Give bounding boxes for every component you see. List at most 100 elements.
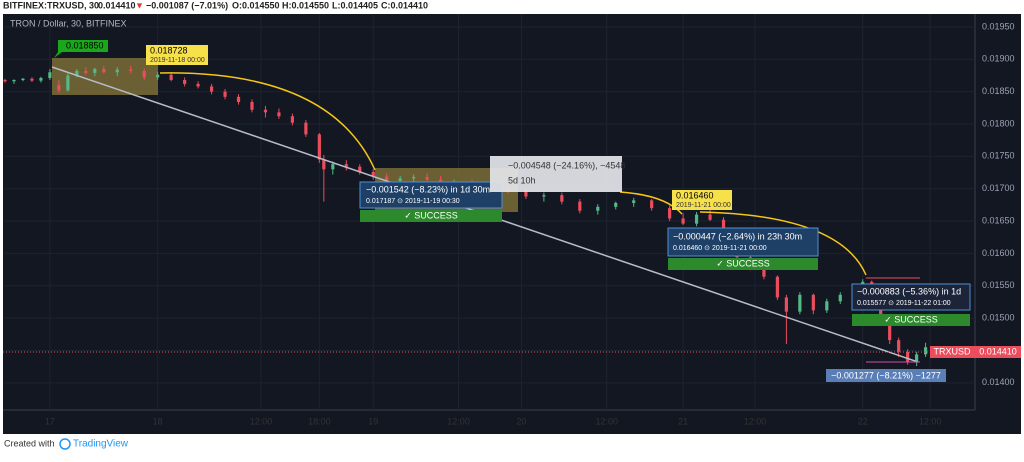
candle-body	[371, 171, 375, 177]
candle-body	[798, 294, 802, 312]
x-tick-label: 12:00	[250, 416, 273, 426]
header: BITFINEX:TRXUSD, 30 0.014410 ▼ −0.001087…	[3, 0, 428, 10]
candle-body	[317, 134, 321, 160]
candle-body	[668, 208, 672, 219]
y-tick-label: 0.01500	[982, 312, 1015, 322]
x-tick-label: 19	[368, 416, 378, 426]
price-tag	[975, 346, 1021, 358]
candle-body	[596, 206, 600, 211]
candle-body	[412, 177, 416, 179]
candle-body	[183, 80, 187, 84]
candle-body	[542, 195, 546, 197]
candle-body	[784, 297, 788, 312]
candle-body	[102, 69, 106, 73]
candle-body	[142, 70, 146, 78]
candle-body	[524, 191, 528, 197]
candle-body	[30, 78, 34, 81]
candle-body	[578, 201, 582, 211]
candle-body	[290, 116, 295, 123]
candle-body	[897, 340, 901, 352]
y-tick-label: 0.01700	[982, 183, 1015, 193]
x-tick-label: 20	[516, 416, 526, 426]
candle-body	[263, 109, 268, 113]
candle-body	[75, 70, 79, 76]
logo	[59, 438, 71, 450]
candle-body	[304, 122, 308, 135]
brand: TradingView	[73, 439, 129, 450]
symbol: BITFINEX:TRXUSD, 30	[3, 0, 99, 10]
arrow: ▼	[135, 0, 144, 10]
symbol-tag-text: TRXUSD	[933, 346, 971, 356]
x-tick-label: 12:00	[595, 416, 618, 426]
x-tick-label: 21	[678, 416, 688, 426]
label-box	[146, 45, 208, 65]
footer-text: Created with	[4, 438, 55, 448]
annotation: 0.017187 ⊙ 2019-11-19 00:30	[366, 198, 460, 205]
candle-body	[84, 70, 88, 73]
y-tick-label: 0.01750	[982, 151, 1015, 161]
candle-body	[650, 200, 654, 209]
candle-body	[21, 78, 25, 80]
arrow-curve	[159, 72, 376, 171]
annotation: −0.001542 (−8.23%) in 1d 30m	[366, 184, 490, 194]
candle-body	[196, 83, 200, 87]
candle-body	[12, 80, 16, 82]
annotation: 2019-11-18 00:00	[150, 57, 205, 64]
candle-body	[344, 164, 348, 167]
candle-body	[250, 102, 254, 110]
candle-body	[838, 294, 842, 302]
candle-body	[57, 85, 61, 91]
candle-body	[825, 301, 829, 311]
annotation: 0.018850	[66, 40, 104, 50]
candle-body	[775, 276, 780, 298]
annotation: 0.015577 ⊙ 2019-11-22 01:00	[857, 300, 951, 307]
last-price: 0.014410	[98, 0, 136, 10]
x-tick-label: 18:00	[308, 416, 331, 426]
label-box	[826, 369, 946, 382]
y-tick-label: 0.01850	[982, 86, 1015, 96]
y-tick-label: 0.01800	[982, 118, 1015, 128]
candle-body	[425, 177, 429, 180]
candle-body	[115, 69, 119, 73]
y-tick-label: 0.01550	[982, 280, 1015, 290]
candle-body	[39, 78, 43, 81]
candle-body	[209, 86, 214, 92]
candle-body	[614, 202, 618, 207]
candle-body	[277, 112, 281, 117]
x-tick-label: 18	[153, 416, 163, 426]
candle-body	[358, 166, 362, 172]
candle-body	[906, 351, 910, 363]
y-tick-label: 0.01400	[982, 377, 1015, 387]
candle-body	[322, 159, 326, 170]
x-tick-label: 12:00	[447, 416, 470, 426]
candle-body	[398, 178, 402, 181]
candle-body	[811, 294, 815, 311]
x-tick-label: 17	[45, 416, 55, 426]
candle-body	[888, 320, 892, 341]
chart-title: TRON / Dollar, 30, BITFINEX	[10, 18, 127, 28]
candle-body	[632, 200, 636, 203]
status-bar	[852, 314, 970, 326]
annotation: 0.016460 ⊙ 2019-11-21 00:00	[673, 245, 767, 252]
open: O:0.014550	[232, 0, 280, 10]
annotation: −0.000447 (−2.64%) in 23h 30m	[673, 231, 802, 241]
x-tick-label: 12:00	[744, 416, 767, 426]
status-bar	[360, 210, 502, 222]
change: −0.001087 (−7.01%)	[146, 0, 228, 10]
annotation: ✓ SUCCESS	[716, 258, 770, 268]
candle-body	[681, 218, 685, 224]
label-box	[54, 40, 108, 58]
candle-body	[879, 302, 883, 321]
low: L:0.014405	[332, 0, 378, 10]
candle-body	[762, 267, 766, 277]
candle-body	[708, 214, 712, 220]
high: H:0.014550	[282, 0, 329, 10]
annotation: −0.004548 (−24.16%), −4548	[508, 160, 625, 170]
candle-body	[223, 91, 227, 97]
annotation: 0.016460	[676, 190, 714, 200]
measure-box	[52, 58, 158, 95]
annotation: ✓ SUCCESS	[404, 210, 458, 220]
candle-body	[385, 176, 389, 181]
y-tick-label: 0.01600	[982, 248, 1015, 258]
status-bar	[668, 258, 818, 270]
